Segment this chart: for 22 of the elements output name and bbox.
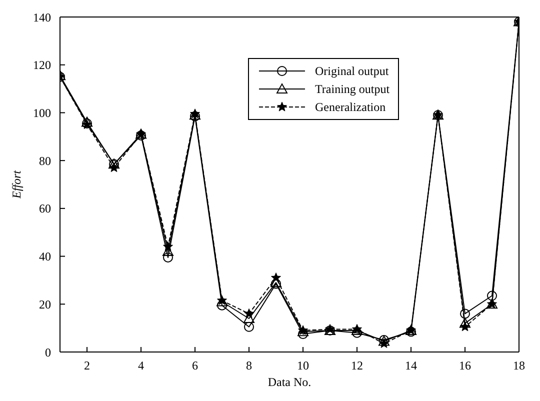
x-tick-label: 4: [138, 358, 144, 373]
x-tick-label: 8: [246, 358, 252, 373]
legend-label: Generalization: [315, 100, 386, 114]
x-tick-label: 10: [297, 358, 309, 373]
x-tick-label: 6: [192, 358, 198, 373]
x-tick-label: 2: [84, 358, 90, 373]
y-axis-title: Effort: [9, 170, 24, 200]
legend-label: Training output: [315, 82, 390, 96]
x-tick-label: 18: [513, 358, 525, 373]
y-tick-label: 120: [33, 58, 51, 72]
y-tick-label: 140: [33, 10, 51, 24]
x-tick-label: 16: [459, 358, 471, 373]
x-axis-title: Data No.: [268, 375, 312, 389]
legend-label: Original output: [315, 64, 389, 78]
y-tick-label: 60: [39, 202, 51, 216]
y-tick-label: 100: [33, 106, 51, 120]
y-tick-label: 40: [39, 250, 51, 264]
y-tick-label: 80: [39, 154, 51, 168]
x-tick-label: 14: [405, 358, 417, 373]
y-tick-label: 0: [45, 345, 51, 360]
y-tick-label: 20: [39, 297, 51, 312]
x-tick-label: 12: [351, 358, 363, 373]
